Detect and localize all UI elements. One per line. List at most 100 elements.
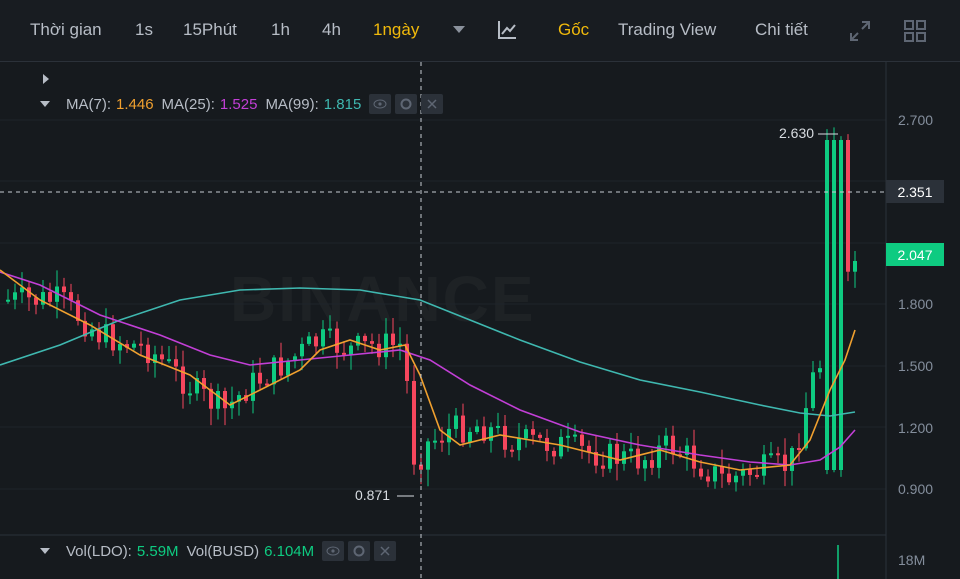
interval-4h[interactable]: 4h (322, 20, 341, 39)
candle-body (517, 438, 521, 451)
volume-tick: 18M (898, 552, 926, 568)
candle-body (713, 466, 717, 482)
candle-body (818, 368, 822, 373)
settings-icon[interactable] (395, 94, 418, 114)
view-depth[interactable]: Chi tiết (755, 20, 808, 39)
candle-body (426, 441, 430, 470)
candle-body (307, 336, 311, 344)
ma7-line (0, 269, 856, 471)
interval-15m[interactable]: 15Phút (183, 20, 237, 39)
candle-body (685, 445, 689, 455)
candle-body (188, 393, 192, 396)
expand-icon[interactable] (849, 20, 871, 47)
candle-body (797, 448, 801, 451)
candle-body (6, 299, 10, 302)
candle-body (265, 383, 269, 386)
candle-body (195, 378, 199, 394)
candle-body (272, 357, 276, 385)
candle-body (755, 474, 759, 477)
candle-body (62, 286, 66, 293)
candle-body (629, 448, 633, 452)
caret-down-icon[interactable] (453, 26, 465, 33)
interval-1d[interactable]: 1ngày (373, 20, 420, 39)
view-trading-view[interactable]: Trading View (618, 20, 717, 39)
grid-layout-icon[interactable] (904, 20, 926, 47)
candle-body (776, 453, 780, 456)
candle-body (510, 449, 514, 452)
high-annotation: 2.630 (779, 125, 815, 141)
candle-body (461, 415, 465, 443)
candle-body (181, 366, 185, 394)
candle-body (202, 378, 206, 389)
ma25-label: MA(25): (161, 95, 215, 113)
candle-body (314, 336, 318, 347)
candle-body (734, 475, 738, 483)
candle-body (762, 454, 766, 476)
chart-tool-icon[interactable] (496, 19, 518, 46)
ma7-value: 1.446 (116, 95, 154, 113)
candle-body (321, 329, 325, 347)
interval-1h[interactable]: 1h (271, 20, 290, 39)
candle-body (146, 344, 150, 364)
eye-icon[interactable] (369, 94, 392, 114)
candle-body (475, 426, 479, 432)
candle-body (160, 354, 164, 360)
candle-body (748, 469, 752, 475)
price-tick: 2.700 (898, 112, 934, 128)
candle-body (335, 328, 339, 353)
candle-body (601, 465, 605, 469)
candle-body (727, 473, 731, 483)
candle-body (48, 292, 52, 302)
candle-body (433, 440, 437, 443)
collapse-icon[interactable] (40, 101, 50, 107)
candle-body (174, 359, 178, 367)
candle-body (69, 292, 73, 301)
candle-body (153, 354, 157, 364)
candle-body (391, 333, 395, 345)
candle-body (279, 357, 283, 376)
volume-eye-icon[interactable] (322, 541, 345, 561)
moving-average-lines (0, 269, 856, 471)
candle-body (643, 460, 647, 469)
candle-body (741, 469, 745, 476)
view-original[interactable]: Gốc (558, 20, 590, 39)
candle-body (132, 343, 136, 348)
candle-body (636, 448, 640, 469)
candle-body (300, 343, 304, 357)
candle-body (468, 431, 472, 443)
candle-body (167, 359, 171, 362)
candle-body (482, 426, 486, 441)
candle-body (230, 401, 234, 409)
candle-body (244, 395, 248, 401)
vol-busd-label: Vol(BUSD) (186, 542, 260, 560)
candle-body (566, 435, 570, 438)
candle-body (559, 436, 563, 457)
candles (6, 127, 857, 492)
close-icon[interactable] (421, 94, 444, 114)
candle-body (76, 300, 80, 321)
candle-body (538, 434, 542, 438)
candle-body (503, 425, 507, 450)
candle-body (412, 380, 416, 465)
candle-body (13, 292, 17, 300)
volume-close-icon[interactable] (374, 541, 397, 561)
expand-legend-icon[interactable] (43, 74, 49, 84)
candle-body (251, 372, 255, 401)
candle-body (489, 427, 493, 441)
interval-1s[interactable]: 1s (135, 20, 153, 39)
candle-body (90, 329, 94, 337)
candle-body (440, 440, 444, 443)
last-price-tag: 2.047 (886, 243, 944, 266)
candle-body (328, 328, 332, 331)
volume-settings-icon[interactable] (348, 541, 371, 561)
candle-body (622, 451, 626, 464)
candle-body (657, 445, 661, 468)
ma99-value: 1.815 (323, 95, 362, 113)
candle-body (216, 391, 220, 409)
ma25-value: 1.525 (219, 95, 258, 113)
candle-body (209, 388, 213, 409)
candle-body (20, 287, 24, 293)
price-tick: 1.800 (898, 296, 934, 312)
collapse-volume-icon[interactable] (40, 548, 50, 554)
